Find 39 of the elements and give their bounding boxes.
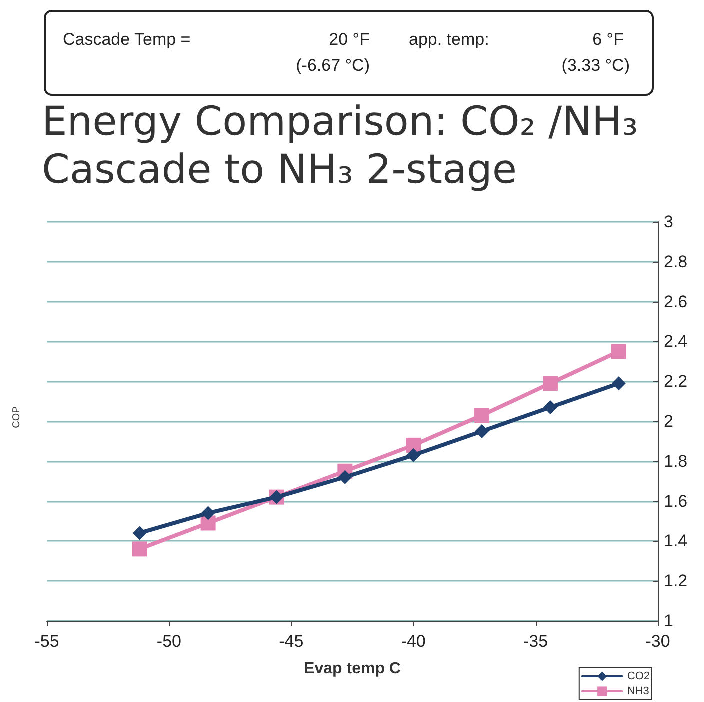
legend-label: NH3 bbox=[627, 686, 650, 698]
x-tick-label: -45 bbox=[279, 632, 304, 651]
y-tick-label: 2.6 bbox=[664, 292, 688, 312]
x-tick-label: -40 bbox=[401, 632, 426, 651]
point bbox=[132, 542, 148, 557]
text: (-6.67 °C) bbox=[296, 56, 370, 76]
point bbox=[612, 376, 626, 391]
x-axis-title: Evap temp C bbox=[304, 660, 402, 678]
point bbox=[338, 470, 352, 484]
chart-title: Energy Comparison: CO₂ /NH₃ Cascade to NH₃ 2-stage bbox=[42, 98, 640, 194]
y-tick-label: 1.6 bbox=[664, 492, 688, 511]
y-tick-label: 1 bbox=[664, 612, 674, 630]
point bbox=[406, 448, 421, 462]
point bbox=[475, 424, 490, 438]
point bbox=[611, 344, 626, 360]
y-tick-label: 1.4 bbox=[664, 532, 688, 551]
x-tick-label: -30 bbox=[646, 632, 670, 651]
point bbox=[474, 408, 490, 424]
y-tick-label: 2.2 bbox=[664, 372, 688, 392]
text: 20 °F bbox=[329, 30, 370, 50]
text: 6 °F bbox=[592, 30, 624, 50]
text: Cascade Temp = bbox=[63, 30, 191, 50]
x-tick-label: -35 bbox=[524, 632, 548, 651]
legend-label: CO2 bbox=[627, 670, 650, 682]
y-tick-label: 2 bbox=[664, 412, 674, 431]
y-tick-label: 3 bbox=[664, 212, 674, 232]
x-tick-label: -55 bbox=[34, 632, 60, 651]
text: app. temp: bbox=[409, 30, 490, 50]
point bbox=[543, 400, 558, 415]
point bbox=[132, 526, 147, 540]
text: (3.33 °C) bbox=[562, 56, 630, 76]
y-tick-label: 2.4 bbox=[664, 332, 688, 352]
y-axis-title: COP bbox=[12, 406, 22, 430]
x-tick-label: -50 bbox=[156, 632, 182, 651]
point bbox=[201, 506, 216, 520]
point bbox=[542, 376, 558, 392]
y-tick-label: 1.8 bbox=[664, 452, 688, 471]
y-tick-label: 1.2 bbox=[664, 572, 688, 591]
y-tick-label: 2.8 bbox=[664, 252, 688, 272]
